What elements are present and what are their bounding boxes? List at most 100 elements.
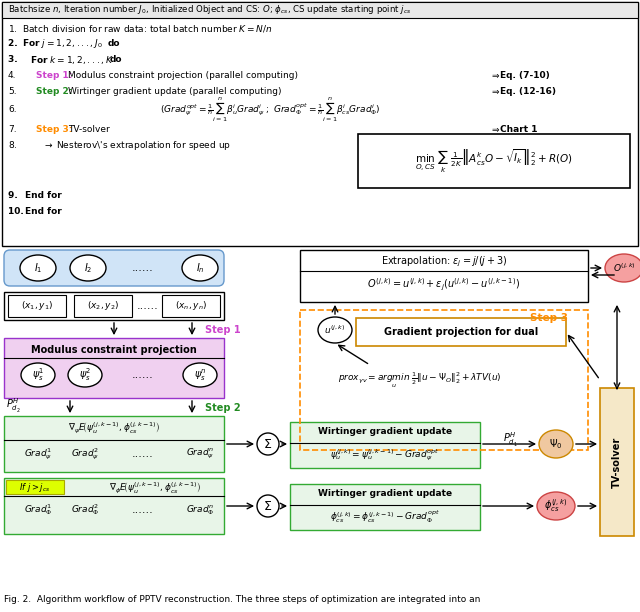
Text: $\psi_s^2$: $\psi_s^2$	[79, 367, 92, 383]
Text: Step 2: Step 2	[205, 403, 241, 413]
Bar	[356, 318, 566, 346]
Text: 6.: 6.	[8, 105, 17, 114]
Text: ......: ......	[132, 505, 154, 515]
Ellipse shape	[537, 492, 575, 520]
Bar	[4, 416, 224, 472]
Text: 2.: 2.	[8, 40, 24, 48]
Text: Extrapolation: $\varepsilon_j = j/(j+3)$: Extrapolation: $\varepsilon_j = j/(j+3)$	[381, 255, 508, 269]
Text: ......: ......	[132, 370, 154, 380]
Text: $u^{(j,k)}$: $u^{(j,k)}$	[324, 324, 346, 336]
Bar	[600, 388, 634, 536]
Text: $I_n$: $I_n$	[196, 261, 204, 275]
Text: Wirtinger gradient update: Wirtinger gradient update	[318, 428, 452, 436]
Text: Eq. (12-16): Eq. (12-16)	[500, 88, 556, 97]
Ellipse shape	[20, 255, 56, 281]
Text: $\phi_{cs}^{(j,k)} = \phi_{cs}^{(j,k-1)} - Grad_\Phi^{opt}$: $\phi_{cs}^{(j,k)} = \phi_{cs}^{(j,k-1)}…	[330, 509, 440, 525]
Text: $Grad_\psi^1$: $Grad_\psi^1$	[24, 446, 52, 461]
Text: $(x_1, y_1)$: $(x_1, y_1)$	[21, 299, 53, 313]
Text: do: do	[108, 40, 120, 48]
Bar	[290, 484, 480, 530]
Text: ......: ......	[137, 301, 159, 311]
Text: 1.  Batch division for raw data: total batch number $K = N/n$: 1. Batch division for raw data: total ba…	[8, 23, 273, 34]
Bar	[300, 250, 588, 302]
Text: 9.: 9.	[8, 192, 30, 201]
Text: $Grad_\Phi^2$: $Grad_\Phi^2$	[71, 502, 99, 518]
Text: Wirtinger gradient update: Wirtinger gradient update	[318, 490, 452, 499]
Bar	[6, 480, 64, 494]
Text: $Grad_\psi^2$: $Grad_\psi^2$	[71, 446, 99, 461]
Text: Wirtinger gradient update (parallel computing): Wirtinger gradient update (parallel comp…	[68, 88, 282, 97]
Text: $\Sigma$: $\Sigma$	[264, 438, 273, 450]
Text: $(x_n, y_n)$: $(x_n, y_n)$	[175, 299, 207, 313]
Text: $\phi_{cs}^{(j,k)}$: $\phi_{cs}^{(j,k)}$	[545, 498, 568, 515]
Ellipse shape	[605, 254, 640, 282]
Text: 5.: 5.	[8, 88, 17, 97]
Text: End for: End for	[25, 207, 61, 217]
Text: $P_{d_2}^H$: $P_{d_2}^H$	[6, 397, 20, 415]
Bar	[4, 478, 224, 534]
Ellipse shape	[68, 363, 102, 387]
Bar	[300, 310, 588, 450]
Text: Step 3:: Step 3:	[36, 125, 72, 135]
Text: $\underset{O,CS}{\min}\ \sum_{k}\ \frac{1}{2K}\left\|A_{cs}^k O - \sqrt{I_k}\rig: $\underset{O,CS}{\min}\ \sum_{k}\ \frac{…	[415, 147, 573, 175]
Ellipse shape	[182, 255, 218, 281]
Text: $Grad_\Phi^n$: $Grad_\Phi^n$	[186, 503, 214, 517]
Text: Step 3: Step 3	[530, 313, 568, 323]
Text: $P_{d_1}^H$: $P_{d_1}^H$	[503, 431, 518, 449]
Text: $prox_{\gamma v} = \underset{u}{argmin}\ \frac{1}{2}\|u - \Psi_O\|_2^2 + \lambda: $prox_{\gamma v} = \underset{u}{argmin}\…	[339, 370, 502, 390]
Text: $\psi_s^n$: $\psi_s^n$	[194, 367, 206, 382]
Text: Modulus constraint projection (parallel computing): Modulus constraint projection (parallel …	[68, 72, 298, 81]
Text: End for: End for	[25, 192, 61, 201]
Text: $O^{(j,k)}$: $O^{(j,k)}$	[612, 262, 636, 274]
Bar	[2, 2, 638, 18]
Text: ......: ......	[132, 449, 154, 459]
Text: $\psi_u^{(j,k)} = \psi_u^{(j,k-1)} - Grad_\psi^{opt}$: $\psi_u^{(j,k)} = \psi_u^{(j,k-1)} - Gra…	[330, 447, 440, 463]
Ellipse shape	[318, 317, 352, 343]
Text: $Grad_\psi^n$: $Grad_\psi^n$	[186, 447, 214, 461]
Ellipse shape	[21, 363, 55, 387]
Ellipse shape	[183, 363, 217, 387]
Text: TV-solver: TV-solver	[68, 125, 109, 135]
Text: $\Rightarrow$: $\Rightarrow$	[490, 125, 503, 135]
Text: ......: ......	[132, 263, 154, 273]
Text: $Grad_\Phi^1$: $Grad_\Phi^1$	[24, 502, 52, 518]
Ellipse shape	[539, 430, 573, 458]
Bar	[4, 338, 224, 398]
Text: 8.         $\rightarrow$ Nesterov\'s extrapolation for speed up: 8. $\rightarrow$ Nesterov\'s extrapolati…	[8, 140, 231, 152]
Text: $\psi_s^1$: $\psi_s^1$	[32, 367, 44, 383]
Bar	[290, 422, 480, 468]
FancyBboxPatch shape	[4, 250, 224, 286]
Text: For $j = 1,2,...,J_0$: For $j = 1,2,...,J_0$	[22, 37, 107, 51]
Bar	[4, 292, 224, 320]
Bar	[2, 2, 638, 246]
Text: Chart 1: Chart 1	[500, 125, 538, 135]
Text: Step 1: Step 1	[205, 325, 241, 335]
Ellipse shape	[257, 433, 279, 455]
Text: $I_2$: $I_2$	[84, 261, 92, 275]
Text: $I_1$: $I_1$	[34, 261, 42, 275]
Text: $If\ j > j_{cs}$: $If\ j > j_{cs}$	[19, 480, 51, 493]
Text: Step 1:: Step 1:	[36, 72, 72, 81]
Text: Gradient projection for dual: Gradient projection for dual	[384, 327, 538, 337]
Text: $\nabla_\psi E\!\left(\psi_u^{(j,k-1)}, \phi_{cs}^{(j,k-1)}\right)$: $\nabla_\psi E\!\left(\psi_u^{(j,k-1)}, …	[68, 420, 160, 435]
Text: $\Psi_0$: $\Psi_0$	[549, 437, 563, 451]
Text: Step 2:: Step 2:	[36, 88, 72, 97]
Text: Eq. (7-10): Eq. (7-10)	[500, 72, 550, 81]
Text: 7.: 7.	[8, 125, 17, 135]
Text: 10.: 10.	[8, 207, 27, 217]
Text: $(Grad_{\psi}^{opt} = \frac{1}{n}\sum_{i=1}^{n}\beta_u^i Grad_{\psi}^i\ ;\ Grad_: $(Grad_{\psi}^{opt} = \frac{1}{n}\sum_{i…	[159, 95, 380, 124]
Text: 4.: 4.	[8, 72, 17, 81]
Text: $\Rightarrow$: $\Rightarrow$	[490, 71, 503, 81]
Text: $\Sigma$: $\Sigma$	[264, 499, 273, 512]
Text: $\Rightarrow$: $\Rightarrow$	[490, 87, 503, 97]
Text: Batchsize $n$, Iteration number $J_0$, Initialized Object and CS: $O$; $\phi_{cs: Batchsize $n$, Iteration number $J_0$, I…	[8, 4, 412, 17]
Text: $(x_2, y_2)$: $(x_2, y_2)$	[87, 299, 119, 313]
Ellipse shape	[70, 255, 106, 281]
Bar	[358, 134, 630, 188]
Bar	[162, 295, 220, 317]
Text: Fig. 2.  Algorithm workflow of PPTV reconstruction. The three steps of optimizat: Fig. 2. Algorithm workflow of PPTV recon…	[4, 595, 481, 605]
Text: 3.: 3.	[8, 56, 30, 64]
Text: TV-solver: TV-solver	[612, 436, 622, 488]
Text: $\nabla_\phi E\!\left(\psi_u^{(j,k-1)}, \phi_{cs}^{(j,k-1)}\right)$: $\nabla_\phi E\!\left(\psi_u^{(j,k-1)}, …	[109, 480, 201, 495]
Ellipse shape	[257, 495, 279, 517]
